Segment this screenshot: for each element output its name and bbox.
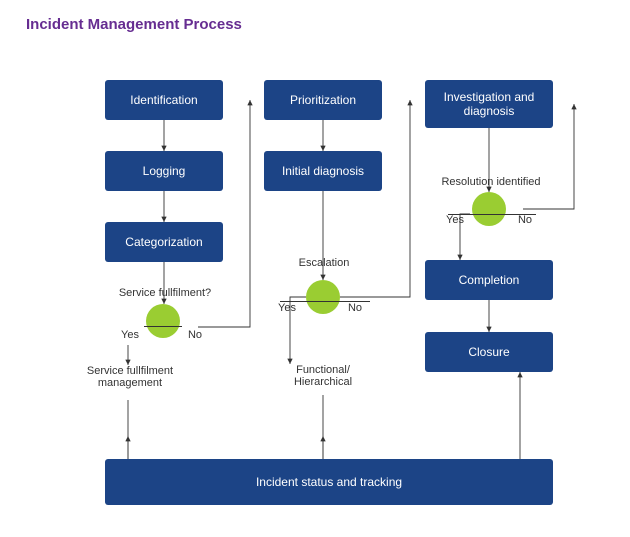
box-initial_diagnosis: Initial diagnosis [264, 151, 382, 191]
page-title: Incident Management Process [26, 16, 242, 33]
decision-baseline-0 [144, 326, 182, 327]
box-identification: Identification [105, 80, 223, 120]
decision-res_d [472, 192, 506, 226]
decision-svc_d [146, 304, 180, 338]
box-categorization: Categorization [105, 222, 223, 262]
label-svc_yes: Yes [116, 329, 144, 343]
label-res_no: No [514, 214, 536, 228]
box-prioritization: Prioritization [264, 80, 382, 120]
box-investigation: Investigation and diagnosis [425, 80, 553, 128]
label-svc_mgmt: Service fullfilment management [70, 365, 190, 397]
box-closure: Closure [425, 332, 553, 372]
box-logging: Logging [105, 151, 223, 191]
box-completion: Completion [425, 260, 553, 300]
label-esc_out: Functional/ Hierarchical [272, 364, 374, 394]
label-res_q: Resolution identified [418, 176, 564, 192]
decision-esc_d [306, 280, 340, 314]
label-svc_no: No [184, 329, 206, 343]
label-esc_yes: Yes [274, 302, 300, 316]
decision-baseline-1 [280, 301, 370, 302]
box-tracking: Incident status and tracking [105, 459, 553, 505]
decision-baseline-2 [448, 214, 536, 215]
label-svc_q: Service fullfilment? [100, 287, 230, 303]
label-esc_q: Escalation [284, 257, 364, 273]
label-res_yes: Yes [442, 214, 468, 228]
diagram-canvas: { "meta": { "type": "flowchart", "width"… [0, 0, 630, 537]
label-esc_no: No [344, 302, 366, 316]
